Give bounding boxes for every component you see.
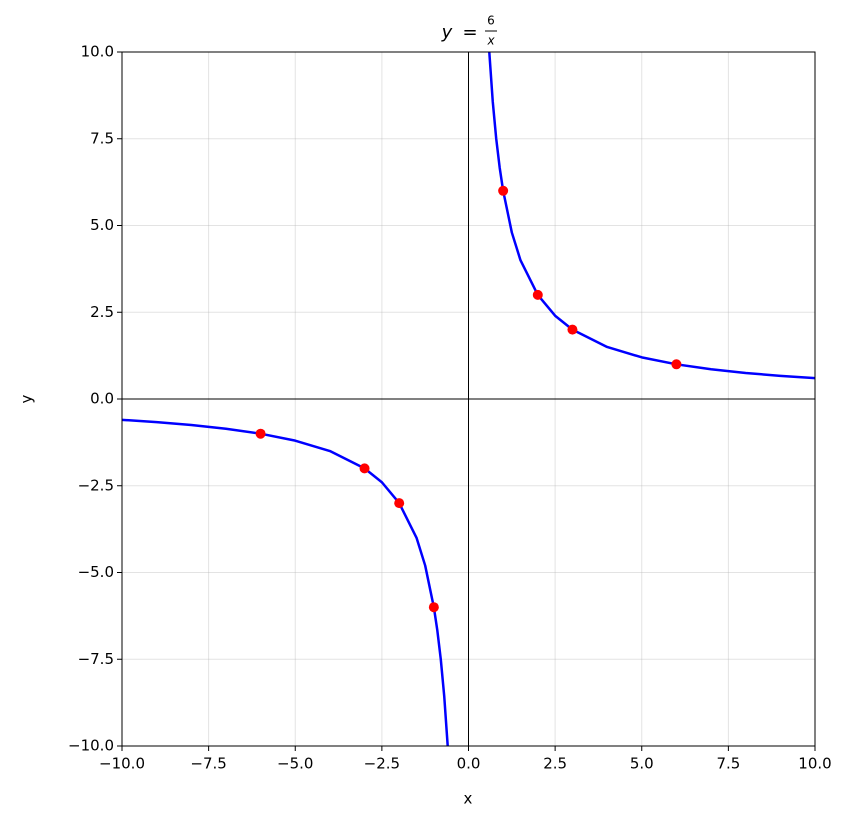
- y-tick-label: −2.5: [78, 476, 114, 494]
- point: [359, 463, 370, 474]
- plot-frame: [121, 51, 816, 747]
- y-tick-label: 0.0: [90, 390, 114, 408]
- y-tick-label: −7.5: [78, 650, 114, 668]
- title-lhs: y: [441, 22, 453, 43]
- point: [532, 289, 543, 300]
- point: [255, 428, 266, 439]
- y-axis-label: y: [18, 394, 36, 403]
- point: [567, 324, 578, 335]
- y-tick-label: −5.0: [78, 563, 114, 581]
- y-tick-label: 2.5: [90, 303, 114, 321]
- x-axis-label: x: [464, 790, 473, 808]
- chart-title: y = 6 x: [441, 14, 497, 48]
- x-tick-label: −2.5: [364, 755, 400, 773]
- curve: [122, 52, 815, 746]
- point: [671, 359, 682, 370]
- x-tick-label: −7.5: [190, 755, 226, 773]
- y-tick-label: 5.0: [90, 216, 114, 234]
- x-tick-label: −10.0: [99, 755, 145, 773]
- y-tick-label: 10.0: [81, 43, 114, 61]
- title-relation: =: [462, 22, 477, 43]
- point: [394, 498, 405, 509]
- x-tick-label: 7.5: [716, 755, 740, 773]
- x-tick-label: 0.0: [457, 755, 481, 773]
- x-tick-label: −5.0: [277, 755, 313, 773]
- x-tick-label: 2.5: [543, 755, 567, 773]
- x-tick-label: 5.0: [630, 755, 654, 773]
- x-tick-label: 10.0: [798, 755, 831, 773]
- title-denominator: x: [486, 34, 495, 48]
- title-numerator: 6: [487, 14, 495, 28]
- point: [498, 185, 509, 196]
- y-tick-label: −10.0: [68, 737, 114, 755]
- y-tick-label: 7.5: [90, 129, 114, 147]
- point: [428, 602, 439, 613]
